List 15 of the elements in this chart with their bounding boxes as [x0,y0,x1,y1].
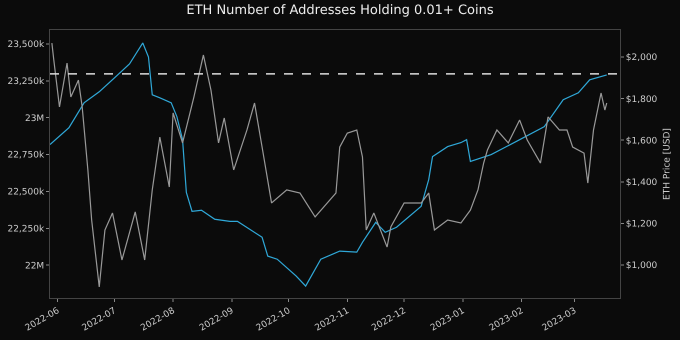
y2-tick-label: $1,400 [626,178,658,188]
y-tick-label: 23M [24,114,44,124]
y2-tick-label: $1,000 [626,261,658,272]
y-tick-label: 22M [24,261,44,272]
y2-tick-label: $1,600 [626,136,658,146]
chart-title: ETH Number of Addresses Holding 0.01+ Coins [186,3,494,18]
y2-tick-label: $1,800 [626,94,658,105]
y2-tick-label: $2,000 [626,53,658,64]
y-tick-label: 23,250k [7,77,45,88]
y-tick-label: 23,500k [7,40,45,50]
y-tick-label: 22,250k [7,224,45,234]
y-tick-label: 22,750k [7,150,45,161]
y2-axis-title: ETH Price [USD] [662,128,672,200]
y2-tick-label: $1,200 [626,220,658,230]
y-tick-label: 22,500k [7,188,45,198]
